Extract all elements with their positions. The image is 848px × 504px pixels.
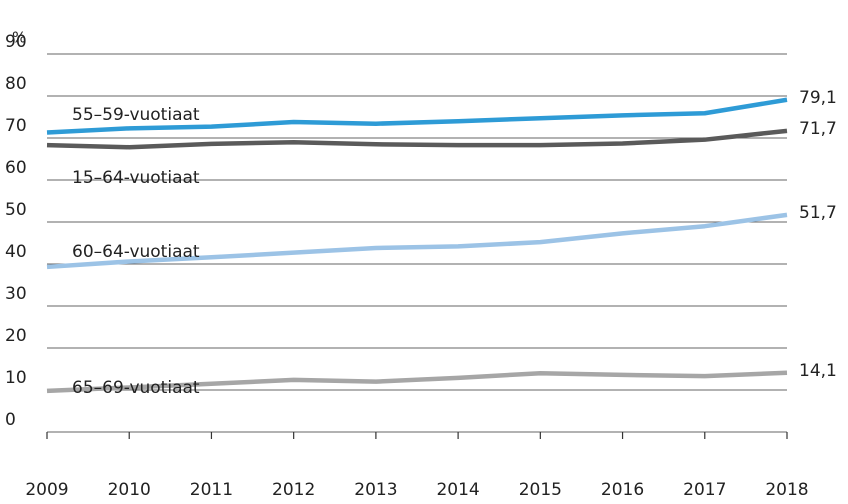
y-tick-label: 70 [5,116,27,136]
value-label: 79,1 [799,88,837,108]
x-tick-label: 2010 [108,480,151,500]
series-label: 55–59-vuotiaat [72,105,200,125]
x-tick-label: 2014 [436,480,479,500]
x-tick-label: 2013 [354,480,397,500]
y-tick-label: 10 [5,368,27,388]
x-tick-label: 2018 [765,480,808,500]
y-tick-label: 20 [5,326,27,346]
y-tick-label: 80 [5,74,27,94]
series-line [46,370,788,394]
x-tick-label: 2012 [272,480,315,500]
x-tick-label: 2016 [601,480,644,500]
series-line [46,128,788,150]
value-label: 71,7 [799,119,837,139]
x-tick-label: 2009 [25,480,68,500]
y-tick-label: 50 [5,200,27,220]
y-tick-label: 90 [5,32,27,52]
series-label: 65–69-vuotiaat [72,378,200,398]
x-tick-label: 2015 [519,480,562,500]
series-label: 60–64-vuotiaat [72,242,200,262]
y-tick-label: 0 [5,410,16,430]
y-tick-label: 60 [5,158,27,178]
series-line [46,212,788,270]
value-label: 14,1 [799,361,837,381]
x-tick-label: 2017 [683,480,726,500]
y-tick-label: 30 [5,284,27,304]
value-label: 51,7 [799,203,837,223]
y-tick-label: 40 [5,242,27,262]
series-label: 15–64-vuotiaat [72,168,200,188]
x-tick-label: 2011 [190,480,233,500]
y-axis-label: % [12,29,26,47]
series-line [46,97,788,135]
